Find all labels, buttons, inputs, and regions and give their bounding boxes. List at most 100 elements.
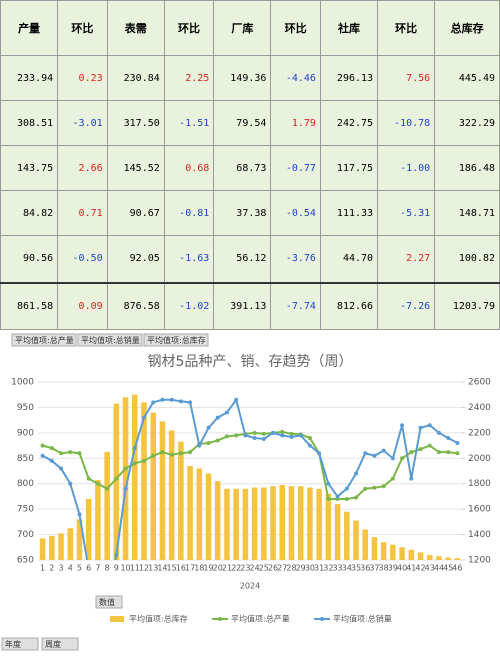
- line: [42, 430, 458, 500]
- table-cell: 0.23: [57, 54, 108, 102]
- x-tick-label: 13: [148, 564, 158, 573]
- line-marker: [446, 450, 451, 455]
- line-marker: [381, 448, 386, 453]
- table-cell: 0.09: [57, 281, 108, 330]
- table-cell: -4.46: [270, 54, 321, 102]
- line-marker: [372, 453, 377, 458]
- table-cell: 2.27: [377, 235, 436, 284]
- line-marker: [77, 512, 82, 517]
- table-cell: 1.79: [270, 100, 321, 147]
- table-cell: -7.74: [270, 281, 321, 330]
- bar: [371, 537, 378, 560]
- table-cell: -10.78: [377, 100, 436, 147]
- bar: [353, 520, 359, 560]
- table-cell: -0.50: [57, 235, 108, 284]
- bar: [132, 394, 138, 560]
- header-cell: 厂库: [213, 0, 272, 56]
- x-tick-label: 11: [130, 564, 140, 573]
- x-tick-label: 2: [49, 564, 54, 573]
- y-tick-label: 800: [17, 479, 34, 489]
- bar: [436, 556, 442, 560]
- line-marker: [123, 466, 128, 471]
- table-cell: 7.56: [377, 54, 436, 102]
- line-marker: [68, 450, 73, 455]
- line-marker: [354, 495, 358, 500]
- line-marker: [215, 438, 220, 443]
- table-cell: 117.75: [319, 145, 379, 192]
- line-marker: [151, 400, 156, 405]
- line-marker: [188, 400, 193, 405]
- line-marker: [427, 443, 432, 448]
- table-row: 143.75 2.66 145.52 0.68 68.73 -0.77 117.75 -1.0…: [0, 145, 500, 192]
- table-cell: 861.58: [0, 281, 59, 330]
- y-tick-label: 850: [17, 454, 34, 464]
- line-marker: [206, 441, 211, 446]
- line-marker: [234, 433, 239, 438]
- field-button[interactable]: [11, 333, 77, 347]
- line-marker: [243, 433, 248, 438]
- x-tick-label: 42: [415, 564, 425, 573]
- y2-tick-label: 1800: [468, 479, 491, 489]
- x-tick-label: 8: [105, 564, 110, 573]
- table-cell: 0.68: [163, 145, 215, 192]
- x-tick-label: 7: [95, 564, 100, 573]
- line-marker: [215, 415, 220, 420]
- chart: 平均值项:总产量 平均值项:总销量 平均值项:总库存钢材5品种产、销、存趋势（周）6…: [1, 333, 491, 651]
- y2-tick-label: 1600: [468, 505, 491, 515]
- field-button[interactable]: [143, 333, 209, 347]
- bar: [178, 441, 184, 560]
- line-marker: [160, 397, 165, 402]
- y2-tick-label: 1200: [468, 556, 491, 566]
- header-cell: 环比: [270, 0, 321, 56]
- table-row: 233.94 0.23 230.84 2.25 149.36 -4.46 296.13 7.5…: [0, 54, 500, 102]
- filter-button[interactable]: [41, 637, 79, 651]
- line-marker: [59, 451, 64, 456]
- field-button-label: 平均值项:总产量: [15, 335, 74, 345]
- line-marker: [307, 443, 312, 448]
- line-marker: [344, 486, 349, 491]
- field-button-label: 平均值项:总销量: [81, 335, 140, 345]
- table-cell: 1203.79: [434, 281, 500, 330]
- line-marker: [40, 443, 45, 448]
- line-marker: [427, 423, 432, 428]
- line: [42, 397, 458, 560]
- line-marker: [68, 481, 73, 486]
- x-tick-label: 31: [314, 564, 324, 573]
- bar: [445, 557, 451, 560]
- x-axis-label: 2024: [240, 582, 260, 591]
- table-cell: 2.66: [57, 145, 108, 192]
- x-tick-label: 44: [434, 564, 444, 573]
- line-marker: [289, 434, 294, 439]
- bar: [270, 486, 276, 560]
- line-marker: [436, 430, 441, 435]
- plot: [39, 394, 461, 560]
- table-cell: 37.38: [213, 190, 272, 237]
- bar: [113, 403, 120, 560]
- line-marker: [132, 446, 137, 451]
- line-marker: [114, 552, 119, 557]
- table-cell: 230.84: [106, 54, 165, 102]
- line-marker: [455, 441, 460, 446]
- table-cell: 876.58: [106, 281, 165, 330]
- line-marker: [400, 456, 405, 461]
- header-cell: 产量: [0, 0, 59, 56]
- table-cell: 90.67: [106, 190, 165, 237]
- table-cell: 149.36: [213, 54, 272, 102]
- filter-button[interactable]: [1, 637, 39, 651]
- table-cell: 0.71: [57, 190, 108, 237]
- table-cell: 145.52: [106, 145, 165, 192]
- field-button[interactable]: [77, 333, 143, 347]
- line-marker: [436, 450, 441, 455]
- y-tick-label: 750: [17, 505, 34, 515]
- x-tick-label: 39: [388, 564, 398, 573]
- bar: [39, 538, 46, 560]
- header-cell: 社库: [319, 0, 379, 56]
- line-marker: [289, 431, 294, 436]
- line-marker: [409, 476, 414, 481]
- legend-swatch: [218, 617, 222, 621]
- legend-title-box: [95, 595, 123, 609]
- table-cell: -1.63: [163, 235, 215, 284]
- table-cell: -1.02: [163, 281, 215, 330]
- line-marker: [390, 456, 395, 461]
- x-tick-label: 25: [259, 564, 269, 573]
